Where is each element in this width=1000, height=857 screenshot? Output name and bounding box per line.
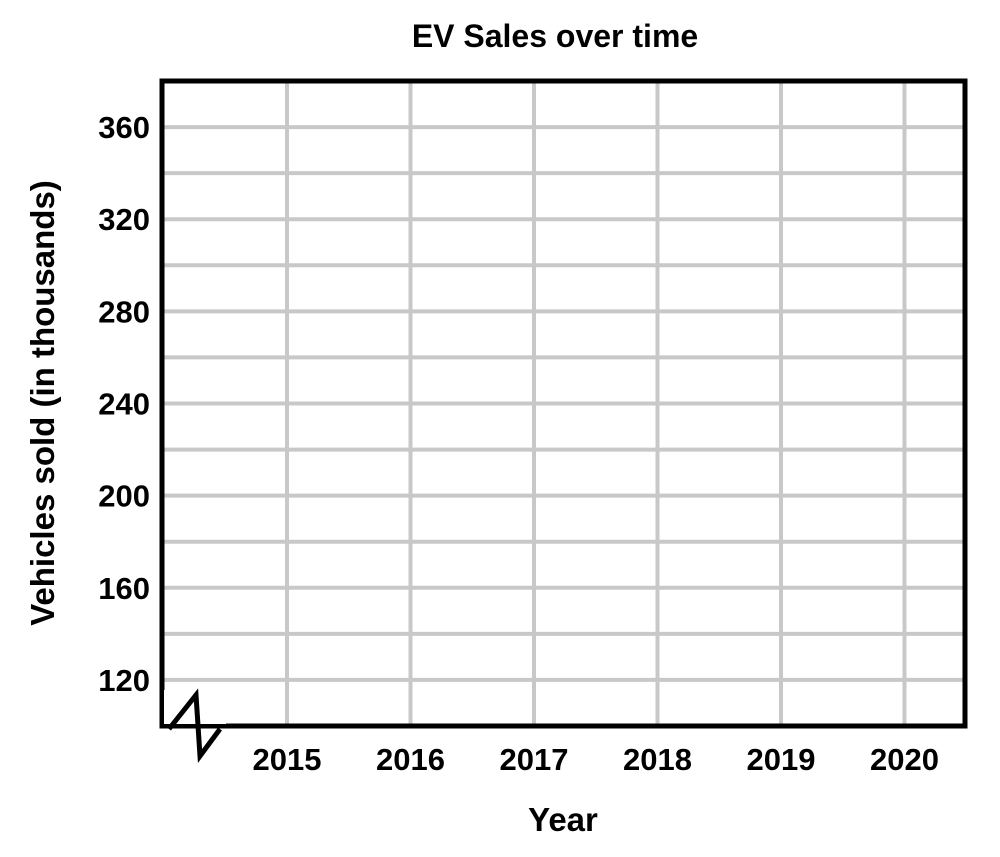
y-axis-break-symbol	[164, 688, 226, 763]
y-tick-label: 360	[98, 110, 150, 145]
y-axis-label: Vehicles sold (in thousands)	[24, 180, 61, 626]
y-tick-labels: 120 160 200 240 280 320 360	[98, 110, 150, 698]
x-tick-label: 2020	[870, 742, 939, 777]
y-tick-label: 240	[98, 387, 150, 422]
x-tick-label: 2017	[500, 742, 569, 777]
y-tick-label: 120	[98, 663, 150, 698]
plot-frame	[159, 78, 968, 729]
x-tick-labels: 2015 2016 2017 2018 2019 2020	[253, 742, 939, 777]
y-tick-label: 320	[98, 202, 150, 237]
x-tick-label: 2018	[623, 742, 692, 777]
chart-title: EV Sales over time	[412, 18, 698, 54]
x-tick-label: 2015	[253, 742, 322, 777]
y-tick-label: 280	[98, 294, 150, 329]
grid-lines	[162, 81, 965, 726]
y-tick-label: 200	[98, 479, 150, 514]
x-axis-label: Year	[528, 801, 598, 838]
x-tick-label: 2019	[747, 742, 816, 777]
y-tick-label: 160	[98, 571, 150, 606]
x-tick-label: 2016	[376, 742, 445, 777]
